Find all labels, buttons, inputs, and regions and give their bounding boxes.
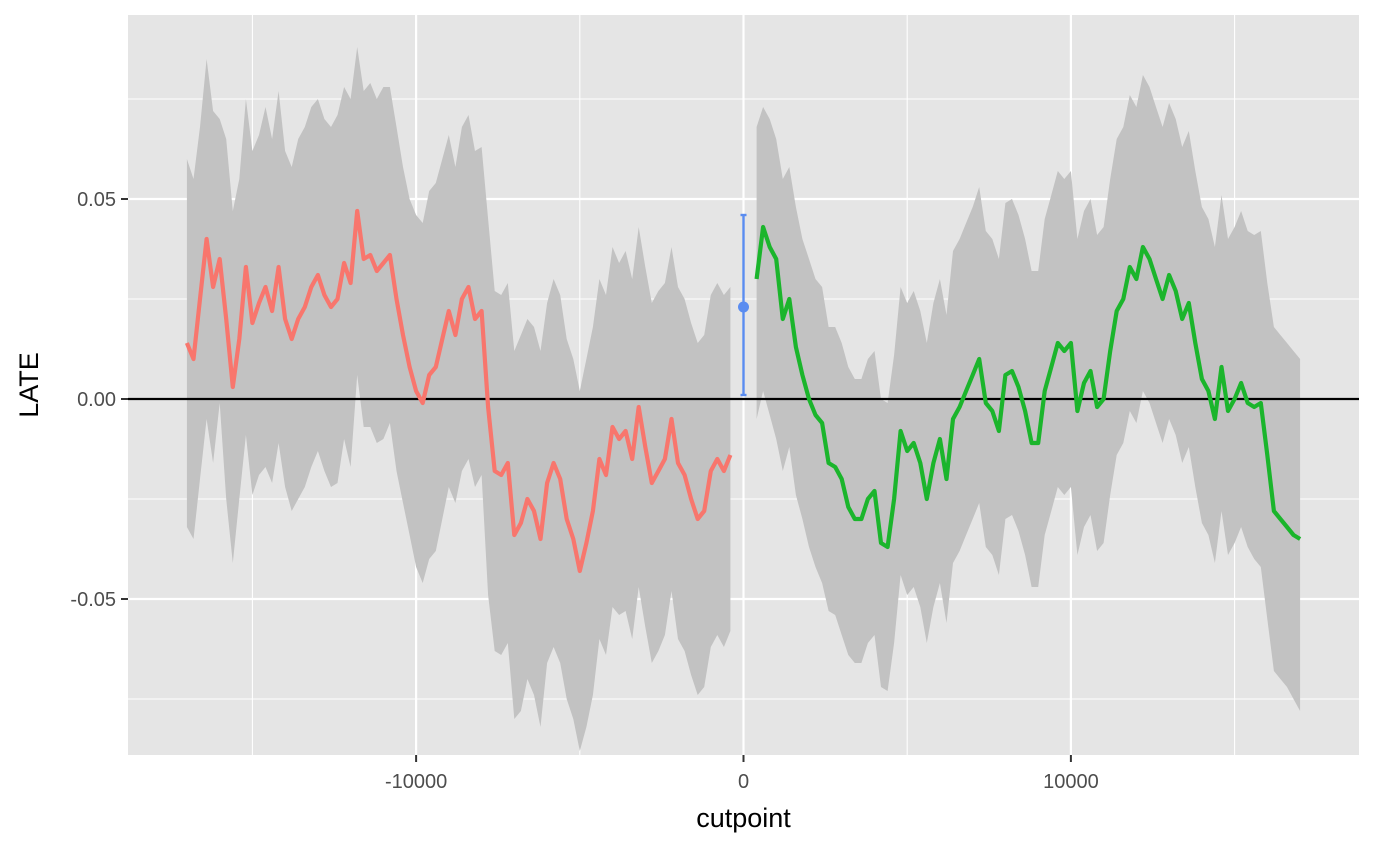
series-line-1 [184,208,733,574]
x-tick-label: 0 [738,771,749,793]
point-estimate-marker [738,301,749,313]
y-tick-labels: -0.05 0.00 0.05 [70,189,116,611]
y-tick-label: -0.05 [70,589,116,611]
x-tick-labels: -10000 0 10000 [385,771,1099,793]
x-tick-label: 10000 [1043,771,1099,793]
y-tick-label: 0.00 [77,389,116,411]
x-tick-label: -10000 [385,771,447,793]
axis-ticks [121,198,1072,762]
confidence-ribbon-2 [756,75,1301,711]
y-axis-title: LATE [14,352,44,418]
point-estimate-with-errorbar [738,213,749,397]
series-lines [184,208,1302,574]
series-line-2 [754,224,1302,550]
y-tick-label: 0.05 [77,189,116,211]
x-axis-title: cutpoint [696,803,791,833]
